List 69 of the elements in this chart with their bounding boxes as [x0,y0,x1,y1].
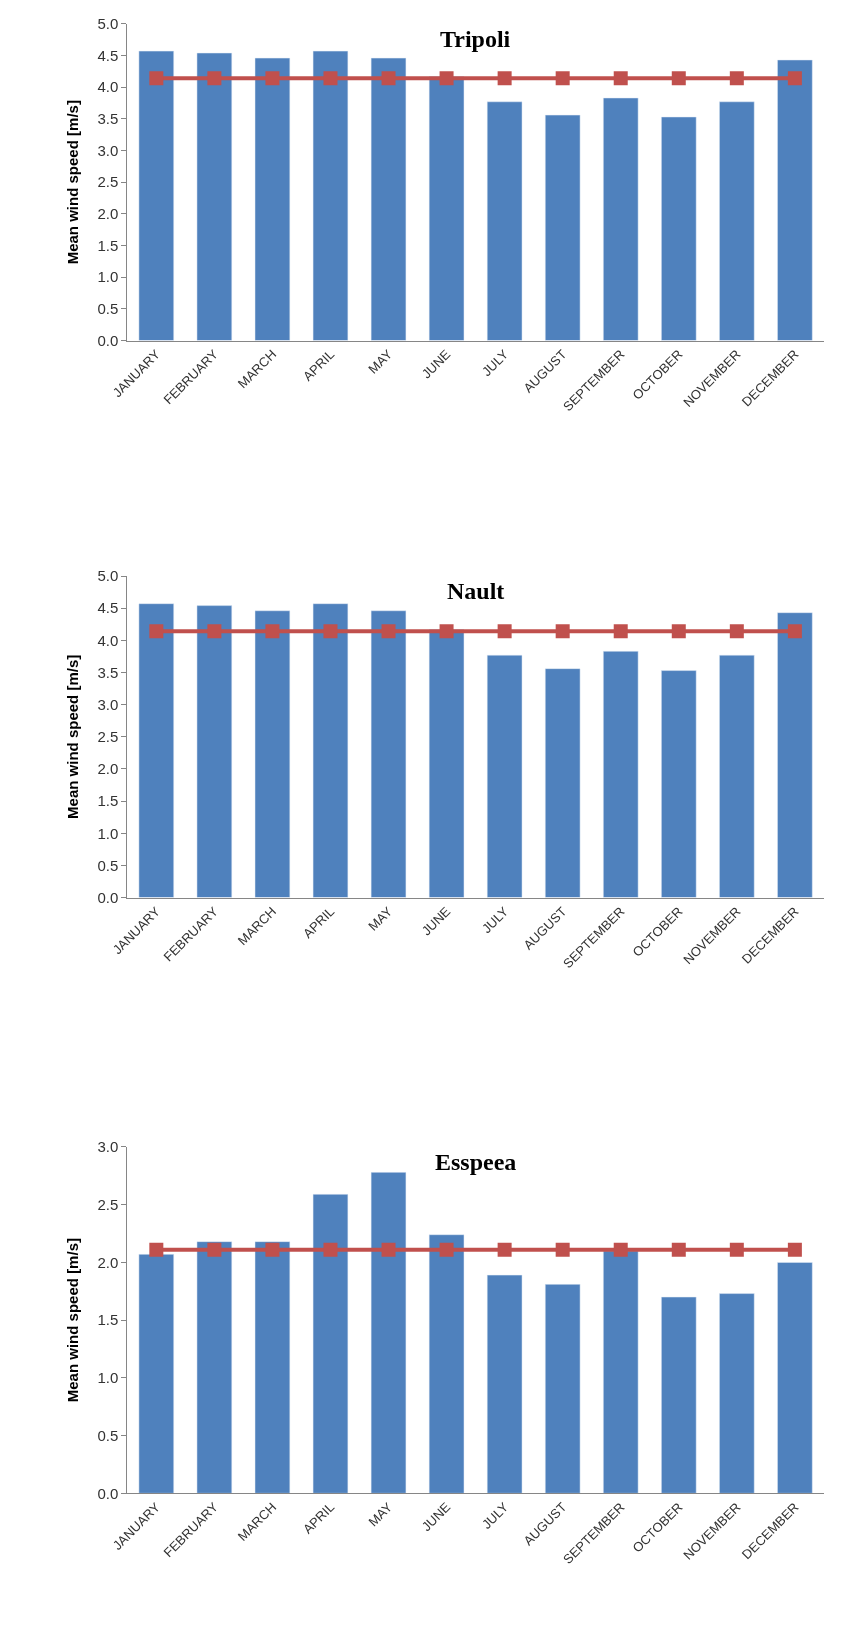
chart-title: Esspeea [435,1149,517,1175]
y-tick-label: 0.0 [97,888,119,906]
y-tick-label: 0.5 [97,1426,119,1444]
bar [254,57,291,341]
y-tick-label: 2.5 [97,728,119,746]
y-tick-label: 0.0 [97,331,119,349]
y-tick-label: 1.5 [97,236,119,254]
y-tick-label: 2.5 [97,173,119,191]
bar [196,52,233,341]
y-tick-label: 4.5 [97,599,119,617]
y-tick-label: 0.5 [97,300,119,318]
y-tick-label: 5.0 [97,567,119,585]
y-tick-label: 3.5 [97,663,119,681]
bar [312,50,349,341]
bar [777,1262,813,1494]
bar [661,670,697,898]
y-axis-title: Mean wind speed [m/s] [63,654,81,819]
y-tick-label: 3.0 [97,695,119,713]
y-tick-label: 1.5 [97,1311,119,1329]
bar [138,603,174,898]
bar [486,1274,523,1494]
bar [370,1172,407,1494]
bar [254,610,291,898]
bar [545,1284,581,1494]
y-tick-label: 2.0 [97,760,119,778]
bar [370,610,407,898]
bar [196,605,233,898]
y-tick-label: 1.0 [97,1369,119,1387]
y-tick-label: 4.5 [97,46,119,64]
bar [545,668,581,898]
bar [777,59,813,341]
bar [603,97,639,341]
y-tick-label: 1.5 [97,792,119,810]
bar [312,1194,349,1494]
y-tick-label: 1.0 [97,268,119,286]
bar [196,1241,233,1494]
bar [312,603,349,898]
bar [661,1296,697,1494]
bar [486,654,523,898]
y-tick-label: 5.0 [97,15,119,33]
bar [254,1241,291,1494]
y-tick-label: 4.0 [97,78,119,96]
y-tick-label: 1.0 [97,824,119,842]
bar [719,101,755,341]
y-tick-label: 4.0 [97,631,119,649]
bar [486,101,523,341]
y-tick-label: 2.0 [97,1253,119,1271]
y-tick-label: 0.0 [97,1484,119,1502]
chart-title: Nault [447,578,505,604]
y-tick-label: 3.0 [97,141,119,159]
y-tick-label: 2.5 [97,1195,119,1213]
y-tick-label: 2.0 [97,205,119,223]
bar [138,1254,174,1494]
y-tick-label: 0.5 [97,856,119,874]
y-tick-label: 3.5 [97,110,119,128]
bar [719,1293,755,1494]
y-axis-title: Mean wind speed [m/s] [63,100,81,265]
bar [603,651,639,898]
bar [138,50,174,341]
bar [545,114,581,341]
bar [603,1250,639,1494]
bar [428,1234,465,1494]
bar [719,654,755,898]
y-tick-label: 3.0 [97,1138,119,1156]
bar [370,57,407,341]
chart-title: Tripoli [440,26,511,52]
bar [661,116,697,341]
bar [777,612,813,898]
y-axis-title: Mean wind speed [m/s] [63,1238,81,1403]
